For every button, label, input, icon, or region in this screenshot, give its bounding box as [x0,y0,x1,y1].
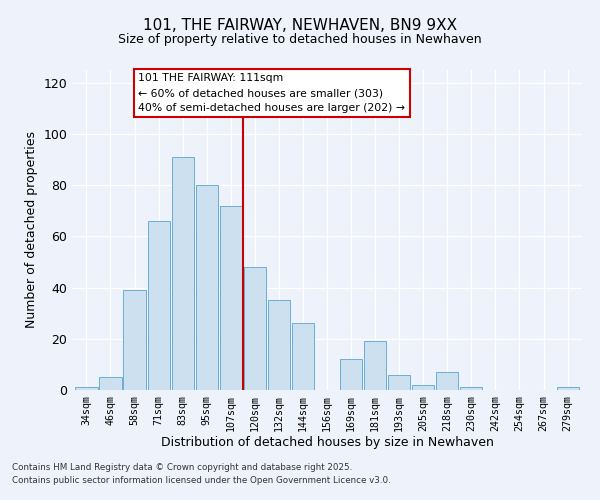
Bar [244,267,266,390]
Bar [220,206,242,390]
Bar [268,300,290,390]
Bar [388,374,410,390]
Bar [148,221,170,390]
Text: 101, THE FAIRWAY, NEWHAVEN, BN9 9XX: 101, THE FAIRWAY, NEWHAVEN, BN9 9XX [143,18,457,32]
Bar [460,388,482,390]
Text: Contains HM Land Registry data © Crown copyright and database right 2025.: Contains HM Land Registry data © Crown c… [12,464,352,472]
Bar [76,388,98,390]
Bar [100,377,122,390]
Bar [172,157,194,390]
Text: Size of property relative to detached houses in Newhaven: Size of property relative to detached ho… [118,32,482,46]
Bar [364,342,386,390]
X-axis label: Distribution of detached houses by size in Newhaven: Distribution of detached houses by size … [161,436,493,450]
Bar [292,324,314,390]
Bar [436,372,458,390]
Text: Contains public sector information licensed under the Open Government Licence v3: Contains public sector information licen… [12,476,391,485]
Text: 101 THE FAIRWAY: 111sqm
← 60% of detached houses are smaller (303)
40% of semi-d: 101 THE FAIRWAY: 111sqm ← 60% of detache… [139,73,406,113]
Bar [412,385,434,390]
Bar [557,388,578,390]
Bar [340,360,362,390]
Y-axis label: Number of detached properties: Number of detached properties [25,132,38,328]
Bar [124,290,146,390]
Bar [196,185,218,390]
